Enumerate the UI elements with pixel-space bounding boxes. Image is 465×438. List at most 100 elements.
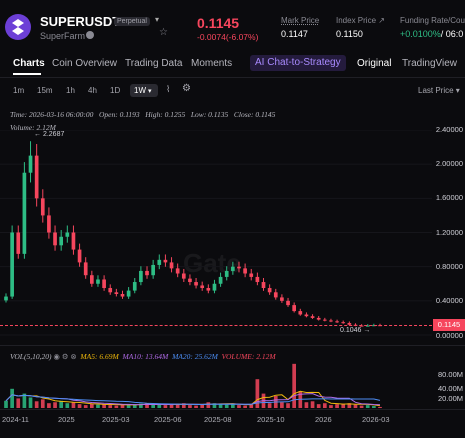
settings-gear-icon[interactable]: ⚙: [182, 83, 191, 94]
candle: [280, 297, 284, 301]
tabs-divider: [0, 77, 465, 78]
ma20-label: MA20: 25.62M: [172, 352, 218, 361]
ohlc-high: High: 0.1255: [145, 110, 186, 119]
volume-bar: [237, 405, 241, 408]
candle: [267, 288, 272, 293]
candle: [22, 172, 27, 254]
candle: [28, 155, 33, 173]
volume-bar: [292, 363, 297, 408]
volume-chart[interactable]: [0, 360, 432, 408]
volume-divider: [0, 345, 465, 346]
vol-close-icon[interactable]: ⊗: [70, 352, 77, 361]
x-tick-2024-11: 2024-11: [2, 415, 29, 424]
volume-bar: [341, 403, 346, 408]
favorite-star-icon[interactable]: ☆: [159, 27, 168, 38]
volume-bar: [378, 406, 382, 408]
symbol-title[interactable]: SUPERUSDT: [40, 14, 121, 29]
volume-bar: [10, 388, 14, 408]
volume-bar: [200, 404, 205, 408]
current-price-tag: 0.1145: [433, 319, 465, 331]
volume-bar: [365, 405, 370, 408]
tab-coin-overview[interactable]: Coin Overview: [52, 58, 118, 69]
timeframe-4h[interactable]: 4h: [88, 86, 97, 95]
timeframe-1d[interactable]: 1D: [110, 86, 121, 95]
y-tick-1200: 1.20000: [435, 228, 463, 237]
vol-settings-icon[interactable]: ⚙: [61, 352, 69, 361]
candle: [329, 320, 333, 322]
timeframe-15m[interactable]: 15m: [37, 86, 53, 95]
candle: [4, 296, 8, 301]
x-tick-2025-06: 2025-06: [154, 415, 182, 424]
volume-bar: [163, 405, 168, 408]
vol-eye-icon[interactable]: ◉: [53, 352, 60, 361]
price-change: -0.0074(-6.07%): [197, 32, 259, 42]
candle: [218, 276, 223, 284]
volume-bar: [89, 403, 94, 408]
candle: [359, 325, 364, 327]
volume-bar: [151, 404, 155, 408]
tab-ai-strategy[interactable]: AI Chat-to-Strategy: [250, 55, 346, 71]
candle: [237, 266, 241, 269]
x-tick-2025-03: 2025-03: [102, 415, 130, 424]
timeframe-1w[interactable]: 1W ▾: [130, 84, 158, 97]
timeframe-1w-label: 1W: [134, 86, 146, 95]
candle: [298, 311, 303, 315]
candle: [145, 270, 149, 276]
candle: [347, 323, 352, 325]
price-chart[interactable]: [0, 130, 432, 340]
coin-logo: [5, 14, 31, 40]
candle: [200, 285, 205, 289]
x-tick-2025: 2025: [58, 415, 75, 424]
timeframe-1h[interactable]: 1h: [66, 86, 75, 95]
candle: [249, 273, 254, 277]
volume-bar: [28, 397, 33, 408]
low-annotation-value: 0.1046: [340, 327, 362, 334]
tab-tradingview[interactable]: TradingView: [402, 58, 458, 69]
contract-badge: Perpetual: [114, 17, 150, 26]
candle: [292, 305, 297, 312]
volume-bar: [34, 401, 39, 408]
candle: [139, 270, 143, 283]
candle: [59, 236, 64, 246]
x-tick-2026-03: 2026-03: [362, 415, 390, 424]
tab-moments[interactable]: Moments: [191, 58, 233, 69]
tab-original[interactable]: Original: [357, 58, 392, 69]
volume-bar: [255, 379, 260, 408]
ohlc-open: Open: 0.1193: [98, 110, 140, 119]
superfarm-logo-icon: [12, 19, 24, 35]
candle: [194, 282, 198, 286]
y-tick-0800: 0.80000: [435, 262, 463, 271]
volume-bar: [372, 406, 376, 408]
vol-label: VOL(5,10,20): [10, 352, 52, 361]
tab-charts[interactable]: Charts: [13, 58, 45, 69]
volume-bar: [139, 403, 143, 408]
last-price-dropdown-label: Last Price: [418, 86, 454, 95]
volume-bar: [188, 405, 192, 408]
mark-price-label: Mark Price: [281, 16, 320, 25]
candle: [169, 262, 174, 269]
tab-trading-data[interactable]: Trading Data: [125, 58, 183, 69]
indicator-icon[interactable]: ⌇: [166, 84, 171, 94]
candle: [47, 215, 51, 233]
y-tick-2000: 2.00000: [435, 159, 463, 168]
ohlc-low: Low: 0.1135: [190, 110, 229, 119]
volume-bar: [59, 400, 64, 408]
volume-bar: [40, 399, 45, 408]
volume-bar: [347, 403, 352, 408]
candle: [188, 278, 192, 283]
volume-bar: [194, 405, 198, 408]
info-icon[interactable]: [86, 31, 94, 39]
funding-countdown: / 06:0: [440, 29, 464, 39]
candle: [83, 262, 88, 276]
last-price-dropdown[interactable]: Last Price ▾: [418, 86, 460, 95]
ohlc-info: Time: 2026-03-16 06:00:00 Open: 0.1193 H…: [10, 110, 275, 119]
candle: [151, 264, 155, 276]
candle: [231, 266, 235, 271]
symbol-dropdown-icon[interactable]: ▾: [155, 15, 160, 24]
volume-bar: [206, 402, 211, 408]
volume-bar: [231, 403, 235, 408]
volume-bar: [47, 403, 51, 408]
volume-bar: [157, 404, 162, 408]
timeframe-1m[interactable]: 1m: [13, 86, 25, 95]
volume-bar: [243, 405, 247, 408]
